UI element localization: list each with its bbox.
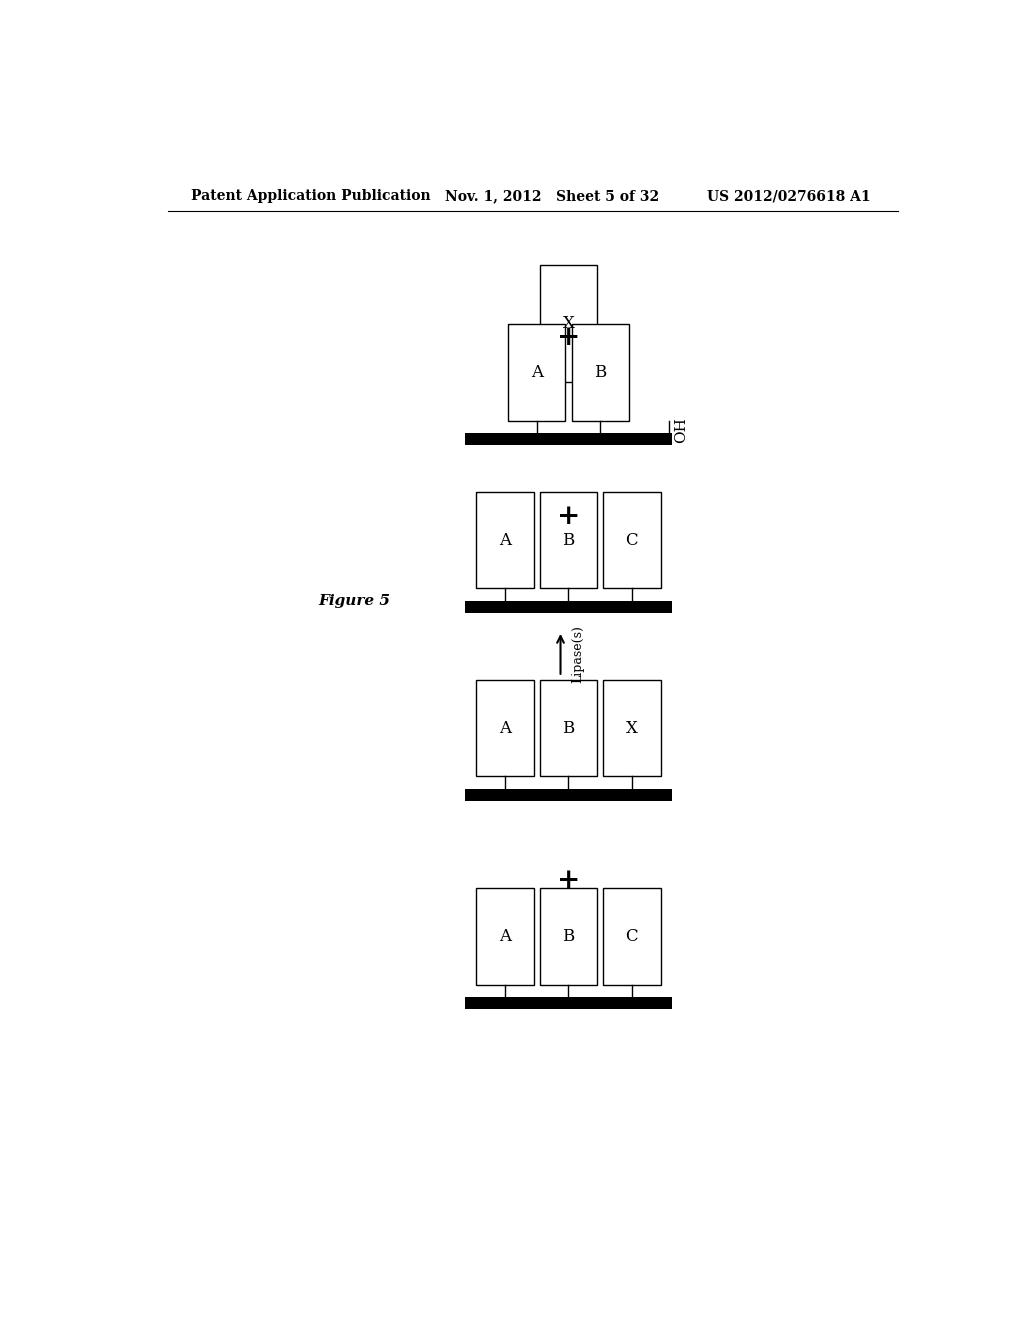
Bar	[540, 265, 597, 381]
Bar	[465, 601, 672, 612]
Bar	[476, 888, 534, 985]
Text: OH: OH	[674, 417, 688, 442]
Bar	[540, 492, 597, 589]
Text: B: B	[562, 532, 574, 549]
Bar	[465, 997, 672, 1008]
Text: Lipase(s): Lipase(s)	[570, 626, 584, 684]
Text: A: A	[499, 928, 511, 945]
Text: C: C	[626, 532, 638, 549]
Text: +: +	[557, 503, 581, 529]
Text: C: C	[626, 928, 638, 945]
Text: B: B	[562, 928, 574, 945]
Bar	[476, 492, 534, 589]
Text: +: +	[557, 323, 581, 351]
Text: X: X	[626, 719, 638, 737]
Bar	[465, 788, 672, 801]
Bar	[603, 492, 660, 589]
Text: X: X	[562, 315, 574, 333]
Text: B: B	[594, 364, 606, 381]
Bar	[540, 888, 597, 985]
Bar	[476, 680, 534, 776]
Text: B: B	[562, 719, 574, 737]
Text: US 2012/0276618 A1: US 2012/0276618 A1	[708, 189, 871, 203]
Bar	[603, 680, 660, 776]
Bar	[508, 325, 565, 421]
Text: A: A	[530, 364, 543, 381]
Text: Patent Application Publication: Patent Application Publication	[191, 189, 431, 203]
Bar	[571, 325, 629, 421]
Bar	[540, 680, 597, 776]
Text: A: A	[499, 719, 511, 737]
Text: Nov. 1, 2012   Sheet 5 of 32: Nov. 1, 2012 Sheet 5 of 32	[445, 189, 659, 203]
Bar	[465, 433, 672, 445]
Text: +: +	[557, 866, 581, 894]
Bar	[603, 888, 660, 985]
Text: Figure 5: Figure 5	[318, 594, 390, 607]
Text: A: A	[499, 532, 511, 549]
